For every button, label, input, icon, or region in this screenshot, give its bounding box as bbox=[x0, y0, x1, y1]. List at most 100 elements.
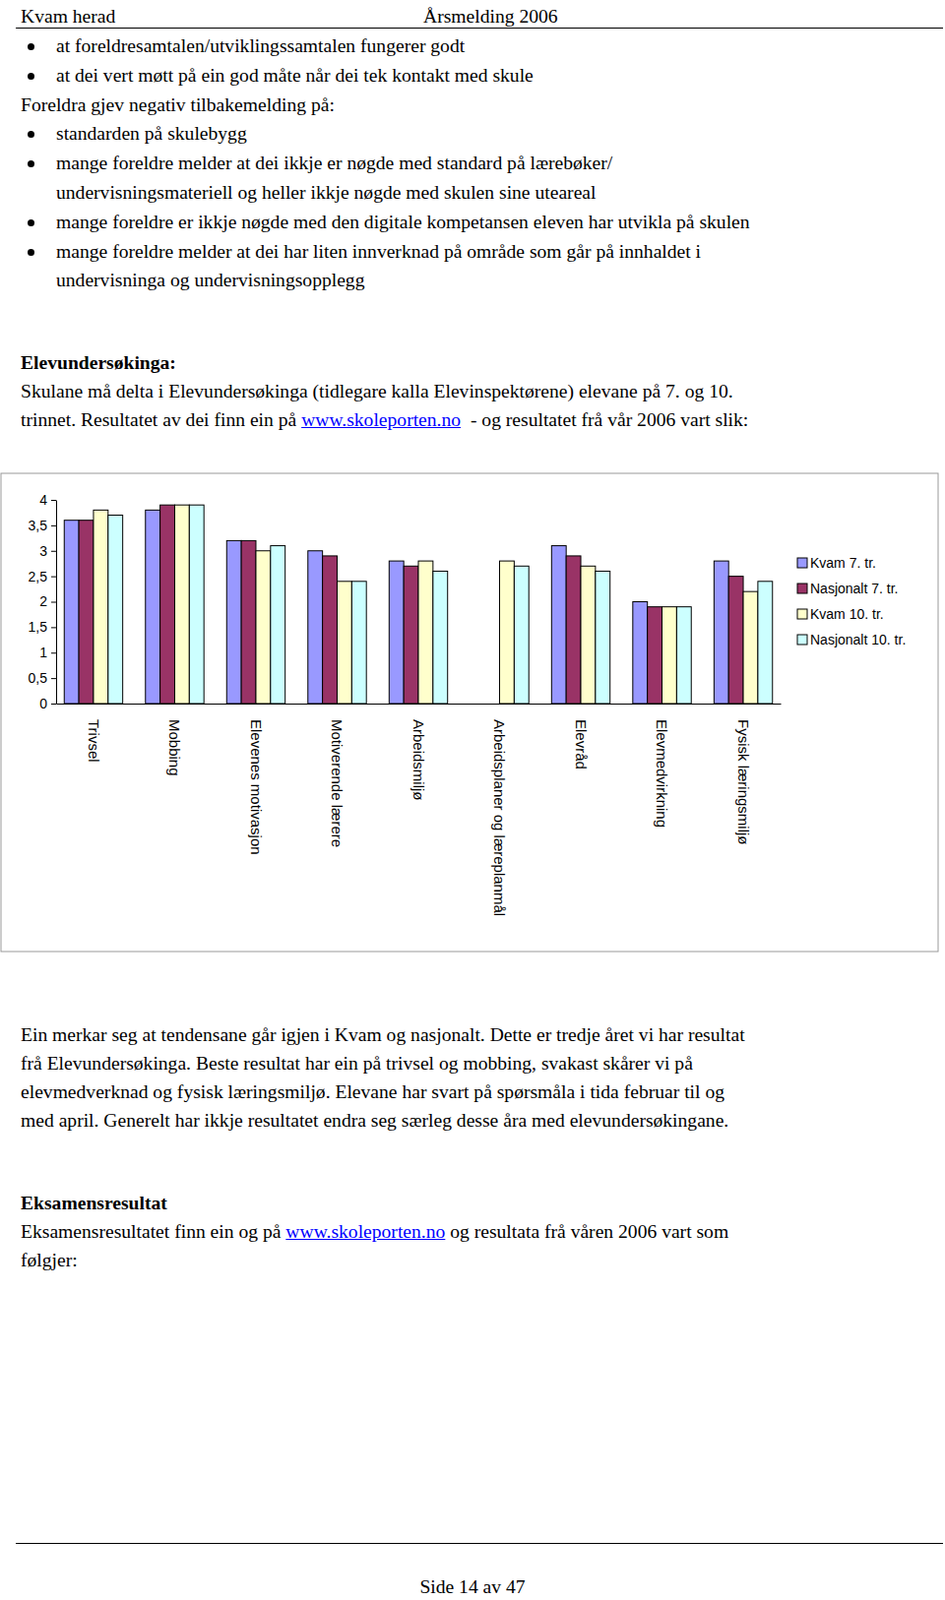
paragraph-line: elevmedverknad og fysisk læringsmiljø. E… bbox=[20, 1077, 725, 1108]
bullet bbox=[27, 249, 35, 256]
tick-label: Elevenes motivasjon bbox=[248, 719, 265, 856]
tick-label: Trivsel bbox=[85, 719, 103, 763]
page-footer: Side 14 av 47 bbox=[0, 1573, 945, 1600]
tick-label: 2,5 bbox=[28, 568, 49, 585]
tick-label: 0 bbox=[39, 695, 48, 712]
axis-line bbox=[56, 501, 58, 705]
tick-label: 4 bbox=[39, 492, 48, 508]
paragraph-line: med april. Generelt har ikkje resultatet… bbox=[20, 1106, 729, 1136]
paragraph-line: Eksamensresultatet finn ein og på www.sk… bbox=[20, 1217, 729, 1248]
tick-mark bbox=[51, 500, 57, 502]
tick-label: Fysisk læringsmiljø bbox=[735, 719, 753, 846]
tick-mark bbox=[51, 652, 57, 654]
tick: 0 bbox=[39, 695, 57, 712]
text: - og resultatet frå vår 2006 vart slik: bbox=[460, 409, 749, 431]
bullet-text: at dei vert møtt på ein god måte når dei… bbox=[56, 61, 534, 91]
x-axis: TrivselMobbingElevenes motivasjonMotiver… bbox=[57, 703, 782, 917]
bar bbox=[500, 561, 515, 704]
bar bbox=[595, 570, 611, 704]
tick: Arbeidsplaner og læreplanmål bbox=[491, 703, 508, 917]
chart: 00,511,522,533,54TrivselMobbingElevenes … bbox=[0, 472, 945, 955]
text: trinnet. Resultatet av dei finn ein på bbox=[20, 409, 302, 431]
legend-item: Kvam 10. tr. bbox=[797, 606, 884, 623]
bullet-text: mange foreldre melder at dei ikkje er nø… bbox=[56, 148, 613, 179]
tick: Mobbing bbox=[166, 703, 184, 777]
tick-mark bbox=[51, 525, 57, 527]
bullet bbox=[27, 219, 35, 227]
legend-label: Nasjonalt 10. tr. bbox=[810, 631, 906, 648]
paragraph-line: Foreldra gjev negativ tilbakemelding på: bbox=[20, 90, 335, 121]
bullet bbox=[27, 160, 35, 168]
tick: Elevenes motivasjon bbox=[248, 703, 265, 856]
tick: 2,5 bbox=[28, 568, 57, 585]
paragraph-line: Ein merkar seg at tendensane går igjen i… bbox=[20, 1020, 746, 1051]
bar bbox=[255, 551, 271, 704]
bar bbox=[580, 566, 596, 704]
tick-label: 1 bbox=[39, 644, 48, 661]
bar bbox=[388, 561, 404, 704]
bullet-text: undervisningsmateriell og heller ikkje n… bbox=[56, 178, 596, 208]
bar bbox=[662, 607, 678, 704]
tick: Elevråd bbox=[572, 703, 590, 770]
bars bbox=[63, 504, 772, 704]
tick: Elevmedvirkning bbox=[653, 703, 671, 828]
tick-label: Arbeidsplaner og læreplanmål bbox=[491, 719, 508, 917]
bullet-text: at foreldresamtalen/utviklingssamtalen f… bbox=[56, 31, 465, 62]
bar bbox=[728, 576, 744, 704]
bar bbox=[160, 504, 176, 704]
axis-line bbox=[57, 703, 782, 705]
tick-mark bbox=[51, 703, 57, 705]
bar bbox=[108, 515, 124, 704]
bullet-text: standarden på skulebygg bbox=[56, 119, 248, 149]
legend-label: Kvam 10. tr. bbox=[810, 606, 884, 623]
bar bbox=[647, 607, 663, 704]
tick: 1 bbox=[39, 644, 57, 661]
tick-mark bbox=[51, 678, 57, 680]
tick: Arbeidsmiljø bbox=[410, 703, 428, 802]
bar bbox=[566, 556, 581, 704]
legend-label: Nasjonalt 7. tr. bbox=[810, 580, 899, 597]
link[interactable]: www.skoleporten.no bbox=[285, 1221, 445, 1243]
paragraph-line: følgjer: bbox=[20, 1246, 78, 1276]
tick-mark bbox=[51, 551, 57, 553]
tick: 0,5 bbox=[28, 670, 57, 687]
tick-label: Elevmedvirkning bbox=[653, 719, 671, 828]
tick: 4 bbox=[39, 492, 57, 508]
text: og resultata frå våren 2006 vart som bbox=[444, 1221, 729, 1243]
bullet-text: mange foreldre melder at dei har liten i… bbox=[56, 237, 701, 267]
bullet bbox=[27, 72, 35, 80]
tick: 1,5 bbox=[28, 619, 57, 635]
bar bbox=[513, 566, 529, 704]
bar bbox=[145, 509, 161, 704]
legend-item: Nasjonalt 7. tr. bbox=[797, 580, 899, 597]
bar bbox=[270, 546, 286, 704]
legend: Kvam 7. tr. Nasjonalt 7. tr. Kvam 10. tr. N… bbox=[797, 555, 906, 648]
bar bbox=[743, 591, 758, 704]
tick-label: Elevråd bbox=[572, 719, 590, 770]
bullet bbox=[27, 43, 35, 51]
rule bbox=[15, 27, 944, 29]
bar bbox=[336, 581, 352, 704]
tick-label: 3 bbox=[39, 543, 48, 560]
tick: Trivsel bbox=[85, 703, 103, 763]
paragraph-line: Skulane må delta i Elevundersøkinga (tid… bbox=[20, 377, 734, 407]
section-heading: Elevundersøkinga: bbox=[20, 348, 177, 378]
bar bbox=[322, 556, 338, 704]
link[interactable]: www.skoleporten.no bbox=[301, 409, 461, 431]
legend-label: Kvam 7. tr. bbox=[810, 555, 877, 571]
tick-mark bbox=[51, 576, 57, 578]
tick: 3 bbox=[39, 543, 57, 560]
bar bbox=[757, 581, 773, 704]
legend-swatch bbox=[797, 558, 808, 568]
legend-swatch bbox=[797, 609, 808, 620]
text: Eksamensresultatet finn ein og på bbox=[20, 1221, 286, 1243]
tick-label: 0,5 bbox=[28, 670, 49, 687]
bar bbox=[403, 566, 419, 704]
bullet-text: mange foreldre er ikkje nøgde med den di… bbox=[56, 207, 751, 238]
bar bbox=[433, 570, 448, 704]
tick: Fysisk læringsmiljø bbox=[735, 703, 753, 846]
chart-frame bbox=[0, 473, 939, 952]
rule bbox=[15, 1543, 944, 1545]
tick-label: 2 bbox=[39, 593, 48, 610]
bar bbox=[226, 540, 242, 704]
